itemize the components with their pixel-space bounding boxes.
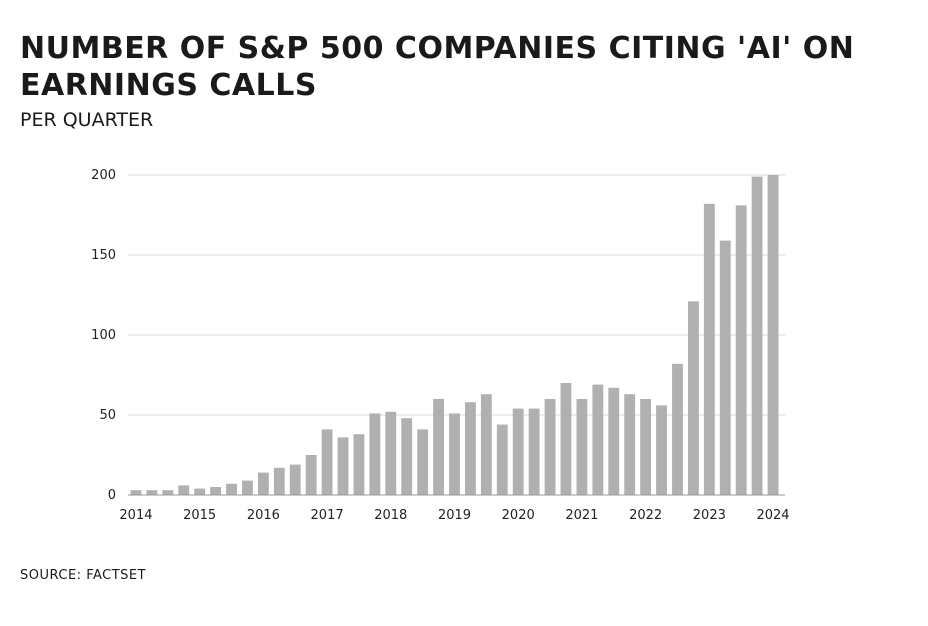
y-tick-label: 100	[91, 328, 116, 343]
y-tick-label: 200	[91, 168, 116, 183]
bar	[433, 399, 444, 495]
bar	[273, 467, 285, 495]
bar	[146, 490, 158, 495]
bar	[226, 483, 237, 495]
bar	[162, 490, 174, 495]
bar	[640, 399, 652, 495]
bar	[735, 205, 747, 495]
x-tick-label: 2021	[565, 508, 598, 523]
bars	[130, 175, 779, 496]
source-note: Source: FactSet	[20, 568, 147, 583]
bar	[624, 394, 636, 495]
bar	[767, 175, 779, 495]
x-tick-label: 2016	[247, 508, 280, 523]
chart-subtitle: Per quarter	[20, 109, 154, 131]
x-tick-label: 2024	[756, 508, 789, 523]
y-tick-label: 50	[99, 408, 116, 423]
gridlines	[128, 174, 785, 416]
bar	[369, 413, 381, 495]
bar	[465, 402, 476, 495]
bar	[417, 429, 429, 495]
bar	[592, 384, 604, 495]
bar	[496, 424, 508, 495]
bar	[528, 408, 540, 495]
bar	[210, 487, 222, 495]
bar	[512, 408, 524, 495]
bar	[719, 240, 731, 495]
bar	[576, 399, 588, 495]
bar	[672, 363, 683, 495]
bar	[480, 394, 492, 495]
chart-title: Number of S&P 500 companies citing 'AI' …	[20, 31, 855, 103]
bar	[751, 176, 763, 495]
x-tick-label: 2019	[438, 508, 471, 523]
x-tick-label: 2020	[502, 508, 535, 523]
bar	[608, 387, 620, 495]
x-tick-label: 2023	[693, 508, 726, 523]
bar	[544, 399, 556, 495]
bar	[560, 383, 572, 495]
y-tick-label: 0	[108, 488, 116, 503]
bar	[687, 301, 699, 495]
axes: 0 50 100 150 200 2014 2015 2016 2017 2018 2019 2020…	[91, 168, 789, 523]
bar	[401, 418, 413, 495]
bar	[337, 437, 349, 495]
bar	[130, 490, 142, 495]
x-tick-label: 2015	[183, 508, 216, 523]
bar	[656, 405, 667, 495]
bar	[703, 203, 715, 496]
y-tick-label: 150	[91, 248, 116, 263]
bar	[178, 485, 190, 495]
x-tick-label: 2017	[311, 508, 344, 523]
x-tick-label: 2022	[629, 508, 662, 523]
x-tick-label: 2014	[119, 508, 152, 523]
bar	[449, 413, 460, 495]
bar	[385, 411, 397, 495]
bar	[353, 434, 365, 495]
bar	[305, 455, 317, 495]
bar	[257, 472, 269, 495]
bar	[242, 480, 253, 495]
bar	[321, 429, 333, 495]
bar	[289, 464, 301, 495]
x-tick-label: 2018	[374, 508, 407, 523]
bar	[194, 488, 206, 495]
